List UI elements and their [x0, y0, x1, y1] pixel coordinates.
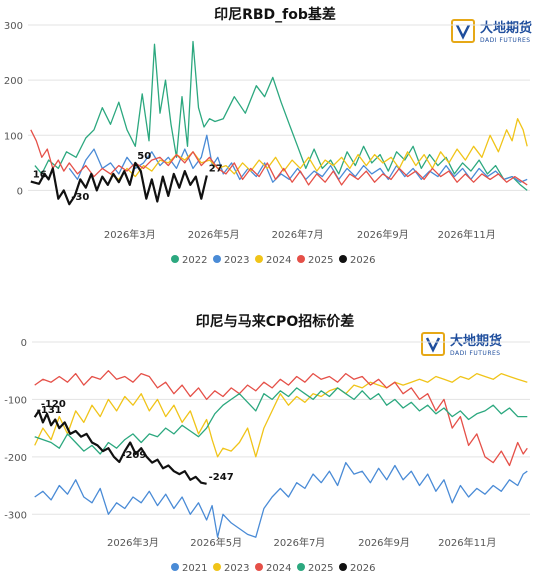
legend-item[interactable]: 2025 [308, 563, 333, 574]
legend-swatch [213, 255, 221, 263]
data-label: -120 [41, 399, 66, 410]
legend-swatch [255, 563, 263, 571]
data-label: -247 [209, 472, 234, 483]
data-label: -209 [121, 450, 146, 461]
brand-name-en: DADI FUTURES [450, 350, 501, 357]
legend-swatch [171, 255, 179, 263]
legend: 2022 2023 2024 2025 2026 [171, 255, 375, 266]
x-tick-label: 2026年3月 [104, 228, 156, 241]
legend-item[interactable]: 2022 [182, 255, 207, 266]
series-line-2023 [68, 134, 528, 183]
brand-name-cn: 大地期货 [480, 20, 532, 36]
y-tick-label: -300 [4, 510, 27, 521]
series-line-2026 [33, 409, 207, 485]
x-axis: 2026年3月 2026年5月 2026年7月 2026年9月 2026年11月 [104, 228, 496, 241]
y-tick-label: 100 [4, 131, 23, 142]
x-axis: 2026年3月 2026年5月 2026年7月 2026年9月 2026年11月 [107, 536, 496, 549]
legend-item[interactable]: 2025 [308, 255, 333, 266]
legend-item[interactable]: 2021 [182, 563, 207, 574]
data-label: -30 [71, 192, 89, 203]
y-axis: 0 -100 -200 -300 [4, 338, 27, 521]
legend-item[interactable]: 2024 [266, 255, 291, 266]
legend-item[interactable]: 2024 [266, 563, 291, 574]
logo-mark-glyph-icon [455, 24, 471, 40]
y-tick-label: -200 [4, 453, 27, 464]
x-tick-label: 2026年5月 [190, 536, 242, 549]
y-tick-label: 0 [21, 338, 27, 349]
data-labels: -131-120 -209 -247 [37, 399, 234, 483]
chart-rbd-fob-basis: 印尼RBD_fob基差 大地期货 DADI FUTURES 0 100 200 300… [4, 6, 532, 266]
brand-name-en: DADI FUTURES [480, 37, 531, 44]
grid [28, 24, 530, 191]
x-tick-label: 2026年7月 [274, 536, 326, 549]
x-tick-label: 2026年9月 [358, 536, 410, 549]
series-line-2025 [34, 387, 528, 455]
series-line-2026 [30, 161, 208, 206]
series-line-2023 [34, 372, 528, 458]
legend-swatch [255, 255, 263, 263]
legend-swatch [297, 255, 305, 263]
brand-logo: 大地期货 DADI FUTURES [421, 332, 502, 357]
legend: 2021 2023 2024 2025 2026 [171, 563, 375, 574]
legend-item[interactable]: 2023 [224, 255, 249, 266]
series-line-2024 [110, 118, 528, 181]
legend-item[interactable]: 2023 [224, 563, 249, 574]
legend-swatch [339, 255, 347, 263]
x-tick-label: 2026年7月 [272, 228, 324, 241]
series-line-2021 [34, 461, 528, 538]
y-tick-label: 300 [4, 21, 23, 32]
data-label: 27 [209, 164, 223, 175]
legend-item[interactable]: 2026 [350, 255, 375, 266]
x-tick-label: 2026年5月 [188, 228, 240, 241]
grid [32, 341, 530, 515]
x-tick-label: 2026年3月 [107, 536, 159, 549]
y-tick-label: 0 [17, 186, 23, 197]
y-tick-label: 200 [4, 76, 23, 87]
x-tick-label: 2026年11月 [438, 536, 496, 549]
data-label: -131 [37, 405, 62, 416]
series-group [30, 40, 528, 206]
chart-title: 印尼与马来CPO招标价差 [196, 313, 354, 330]
legend-swatch [213, 563, 221, 571]
legend-swatch [339, 563, 347, 571]
data-label: 16 [33, 170, 47, 181]
data-labels: 16 -30 50 27 [33, 151, 223, 203]
series-line-2025 [30, 129, 528, 186]
legend-swatch [297, 563, 305, 571]
series-line-2022 [34, 40, 528, 191]
legend-swatch [171, 563, 179, 571]
x-tick-label: 2026年9月 [357, 228, 409, 241]
chart-title: 印尼RBD_fob基差 [214, 6, 336, 23]
brand-name-cn: 大地期货 [450, 333, 502, 349]
y-tick-label: -100 [4, 395, 27, 406]
y-axis: 0 100 200 300 [4, 21, 23, 197]
brand-logo: 大地期货 DADI FUTURES [451, 19, 532, 44]
chart-cpo-spread: 印尼与马来CPO招标价差 大地期货 DADI FUTURES 0 -100 -200… [4, 313, 530, 574]
legend-item[interactable]: 2026 [350, 563, 375, 574]
series-line-2024 [34, 370, 528, 467]
x-tick-label: 2026年11月 [438, 228, 496, 241]
data-label: 50 [137, 151, 151, 162]
series-group [33, 370, 528, 538]
